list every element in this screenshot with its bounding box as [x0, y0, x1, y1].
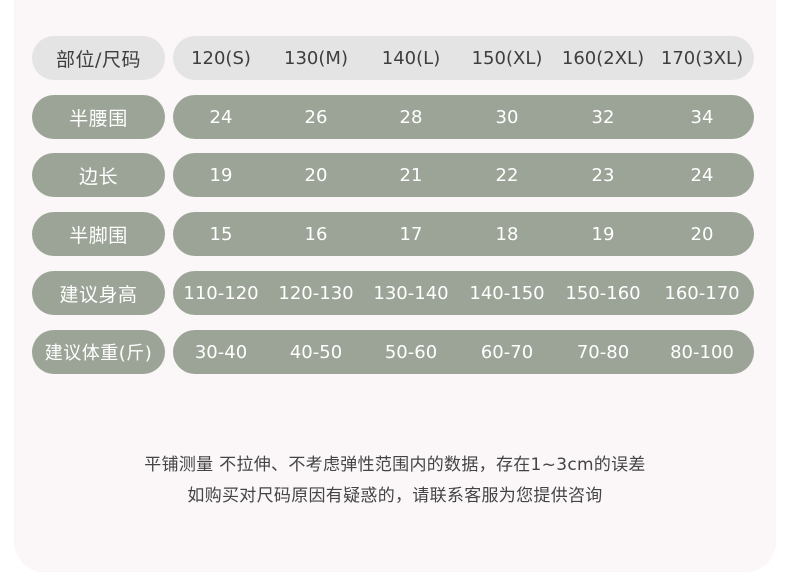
table-cell: 32 — [591, 106, 615, 128]
row-label: 建议体重(斤) — [32, 330, 165, 374]
table-cell: 120-130 — [278, 282, 354, 304]
row-label: 建议身高 — [32, 271, 165, 315]
table-cell: 20 — [690, 223, 714, 245]
header-label: 部位/尺码 — [32, 36, 165, 80]
size-header-cell: 160(2XL) — [561, 47, 645, 69]
table-cell: 40-50 — [289, 341, 343, 363]
size-header-cell: 120(S) — [191, 47, 251, 69]
table-cell: 150-160 — [565, 282, 641, 304]
table-cell: 19 — [591, 223, 615, 245]
table-cell: 18 — [495, 223, 519, 245]
contact-note: 如购买对尺码原因有疑惑的，请联系客服为您提供咨询 — [187, 486, 603, 506]
row-cells: 15 16 17 18 19 20 — [173, 212, 754, 256]
table-cell: 110-120 — [183, 282, 259, 304]
table-cell: 20 — [304, 164, 328, 186]
row-label: 半腰围 — [32, 95, 165, 139]
row-cells: 19 20 21 22 23 24 — [173, 153, 754, 197]
table-cell: 15 — [209, 223, 233, 245]
table-cell: 130-140 — [373, 282, 449, 304]
table-cell: 26 — [304, 106, 328, 128]
table-cell: 60-70 — [480, 341, 534, 363]
table-cell: 22 — [495, 164, 519, 186]
table-cell: 30 — [495, 106, 519, 128]
table-cell: 160-170 — [664, 282, 740, 304]
table-cell: 28 — [399, 106, 423, 128]
table-cell: 24 — [690, 164, 714, 186]
header-cells: 120(S) 130(M) 140(L) 150(XL) 160(2XL) 17… — [173, 36, 754, 80]
size-header-cell: 140(L) — [381, 47, 441, 69]
table-cell: 80-100 — [670, 341, 734, 363]
row-cells: 110-120 120-130 130-140 140-150 150-160 … — [173, 271, 754, 315]
row-cells: 30-40 40-50 50-60 60-70 70-80 80-100 — [173, 330, 754, 374]
row-cells: 24 26 28 30 32 34 — [173, 95, 754, 139]
table-cell: 30-40 — [194, 341, 248, 363]
measurement-note: 平铺测量 不拉伸、不考虑弹性范围内的数据，存在1~3cm的误差 — [144, 455, 646, 475]
table-cell: 17 — [399, 223, 423, 245]
size-header-cell: 130(M) — [284, 47, 348, 69]
table-cell: 70-80 — [576, 341, 630, 363]
size-header-cell: 170(3XL) — [660, 47, 744, 69]
table-cell: 21 — [399, 164, 423, 186]
table-cell: 34 — [690, 106, 714, 128]
table-cell: 23 — [591, 164, 615, 186]
row-label: 半脚围 — [32, 212, 165, 256]
table-cell: 19 — [209, 164, 233, 186]
table-cell: 24 — [209, 106, 233, 128]
table-cell: 16 — [304, 223, 328, 245]
size-header-cell: 150(XL) — [471, 47, 543, 69]
row-label: 边长 — [32, 153, 165, 197]
table-cell: 50-60 — [384, 341, 438, 363]
table-cell: 140-150 — [469, 282, 545, 304]
